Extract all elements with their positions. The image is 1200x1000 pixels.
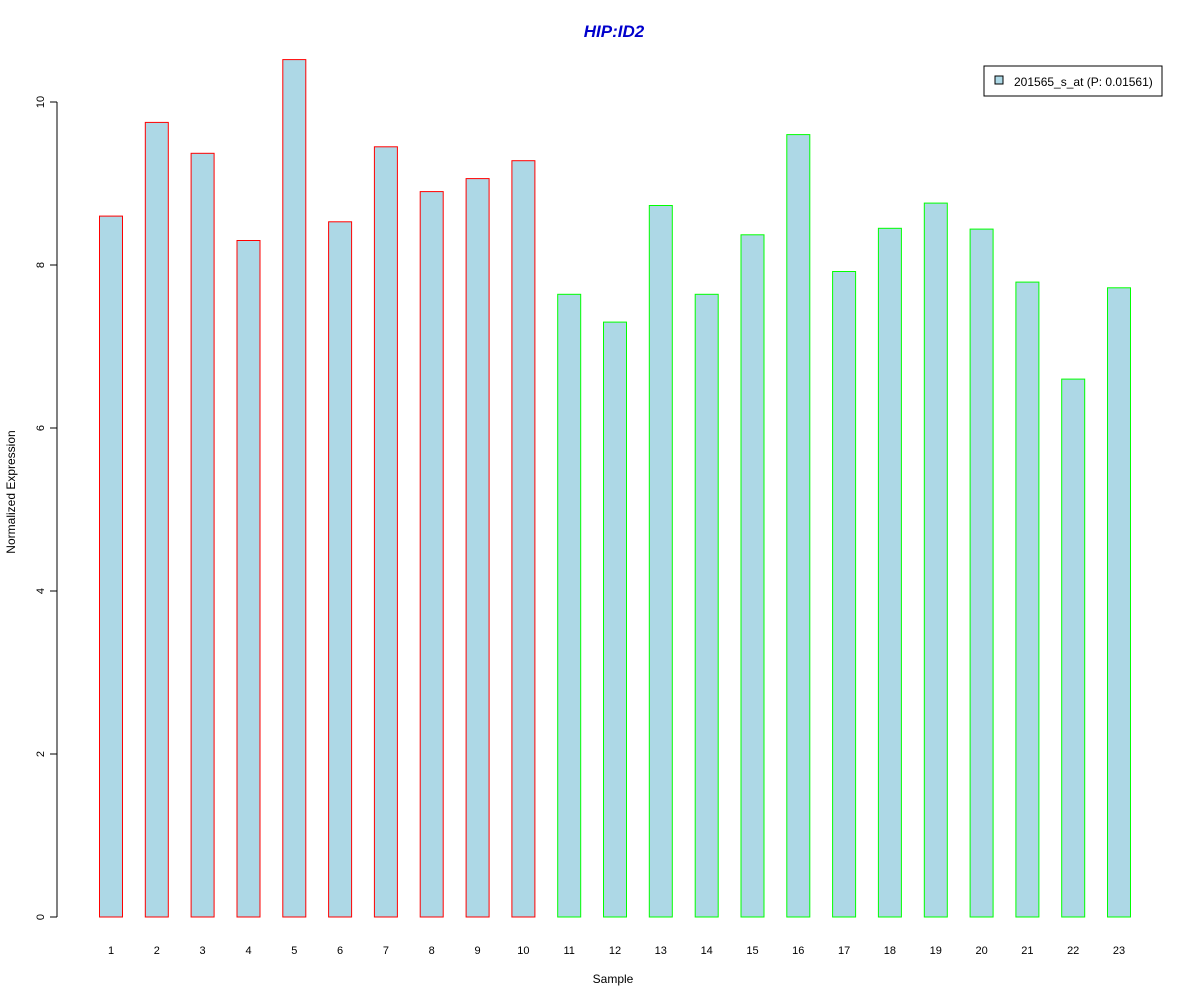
- bar-sample-2: [144, 121, 169, 918]
- bar-sample-5: [282, 59, 307, 918]
- chart-title: HIP:ID2: [584, 22, 645, 41]
- legend-box: [983, 65, 1163, 97]
- bar-sample-14: [694, 293, 719, 918]
- x-tick-label: 8: [429, 945, 435, 957]
- x-tick-label: 10: [517, 945, 529, 957]
- x-tick-label: 19: [930, 945, 942, 957]
- x-tick-label: 9: [475, 945, 481, 957]
- y-axis: 0 2 4 6 8 10: [35, 96, 58, 920]
- bar-sample-9: [465, 178, 490, 918]
- x-tick-label: 7: [383, 945, 389, 957]
- bar-sample-7: [373, 146, 398, 918]
- y-tick-label: 8: [35, 262, 47, 268]
- x-tick-label: 6: [337, 945, 343, 957]
- x-axis-label: Sample: [593, 972, 634, 986]
- x-tick-label: 11: [563, 945, 574, 957]
- x-tick-label: 13: [655, 945, 667, 957]
- bar-sample-21: [1015, 281, 1040, 918]
- x-tick-label: 23: [1113, 945, 1125, 957]
- bar-sample-16: [786, 134, 811, 918]
- bar-sample-18: [877, 227, 902, 918]
- x-tick-label: 4: [245, 945, 251, 957]
- bar-sample-6: [328, 221, 353, 918]
- bar-sample-13: [648, 205, 673, 918]
- bar-sample-22: [1061, 378, 1086, 918]
- legend: 201565_s_at (P: 0.01561): [983, 65, 1163, 97]
- bar-sample-12: [603, 321, 627, 918]
- x-tick-label: 12: [609, 945, 621, 957]
- bar-sample-1: [99, 215, 123, 918]
- bar-sample-3: [190, 152, 215, 918]
- x-tick-label: 20: [975, 945, 987, 957]
- bar-sample-19: [923, 202, 948, 918]
- bar-sample-17: [832, 271, 857, 918]
- bars-group: [99, 59, 1131, 918]
- bar-sample-8: [419, 191, 444, 918]
- x-tick-label: 17: [838, 945, 850, 957]
- x-tick-label: 5: [291, 945, 297, 957]
- bar-sample-15: [740, 234, 765, 918]
- bar-sample-11: [557, 293, 582, 918]
- x-tick-label: 2: [154, 945, 160, 957]
- bar-sample-4: [236, 240, 261, 918]
- x-tick-label: 16: [792, 945, 804, 957]
- x-tick-label: 22: [1067, 945, 1079, 957]
- x-axis-tick-labels: 1 2 3 4 5 6 7 8 9 10 11 12 13 14 15 16 17 18 19 20 21 22 23: [108, 945, 1125, 957]
- x-tick-label: 1: [108, 945, 114, 957]
- y-tick-label: 4: [35, 588, 47, 594]
- y-tick-label: 0: [35, 914, 47, 920]
- bar-sample-20: [969, 228, 994, 918]
- x-tick-label: 15: [746, 945, 758, 957]
- bar-sample-23: [1107, 287, 1131, 918]
- y-tick-label: 2: [35, 751, 47, 757]
- legend-swatch: [994, 75, 1004, 85]
- y-tick-label: 6: [35, 425, 47, 431]
- x-tick-label: 18: [884, 945, 896, 957]
- x-tick-label: 3: [200, 945, 206, 957]
- y-axis-label: Normalized Expression: [4, 430, 18, 553]
- bar-sample-10: [511, 160, 536, 918]
- x-tick-label: 14: [701, 945, 713, 957]
- y-tick-label: 10: [35, 96, 47, 108]
- x-tick-label: 21: [1021, 945, 1033, 957]
- legend-label: 201565_s_at (P: 0.01561): [1014, 75, 1153, 89]
